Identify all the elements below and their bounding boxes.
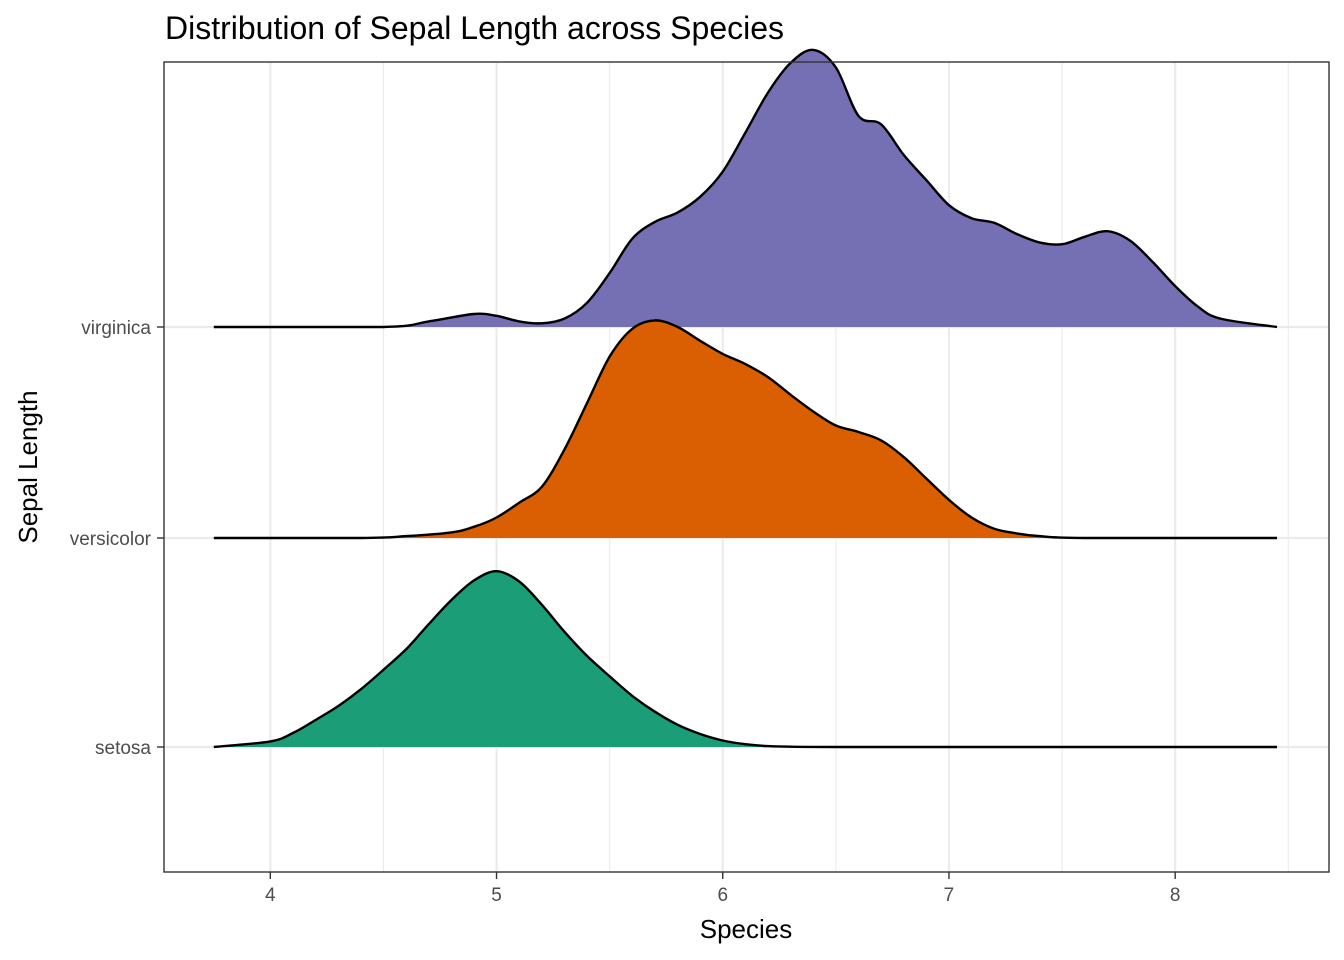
x-tick-label: 8 <box>1170 885 1181 906</box>
ridge-fill-versicolor <box>213 320 1277 538</box>
y-tick-label-versicolor: versicolor <box>70 529 152 550</box>
x-axis: 4 5 6 7 8 <box>265 872 1180 906</box>
ridge-versicolor <box>213 319 1277 540</box>
ridge-fill-virginica <box>213 49 1277 328</box>
y-tick-label-virginica: virginica <box>81 318 151 339</box>
y-tick-label-setosa: setosa <box>95 738 151 759</box>
x-tick-label: 6 <box>717 885 728 906</box>
ridge-outline-versicolor <box>213 319 1277 540</box>
x-tick-label: 4 <box>265 885 276 906</box>
y-axis-title: Sepal Length <box>13 390 43 543</box>
ridge-virginica <box>213 48 1278 329</box>
panel-border <box>163 61 1330 873</box>
ridge-setosa <box>213 569 1277 749</box>
x-tick-label: 7 <box>944 885 955 906</box>
ridge-outline-setosa <box>213 569 1277 749</box>
ridge-fill-setosa <box>213 571 1277 747</box>
ridge-outline-virginica <box>213 48 1278 329</box>
density-ridges <box>213 48 1278 749</box>
x-tick-label: 5 <box>491 885 502 906</box>
x-axis-title: Species <box>700 914 793 944</box>
chart-title: Distribution of Sepal Length across Spec… <box>165 10 785 46</box>
y-axis: setosa versicolor virginica <box>70 318 164 759</box>
